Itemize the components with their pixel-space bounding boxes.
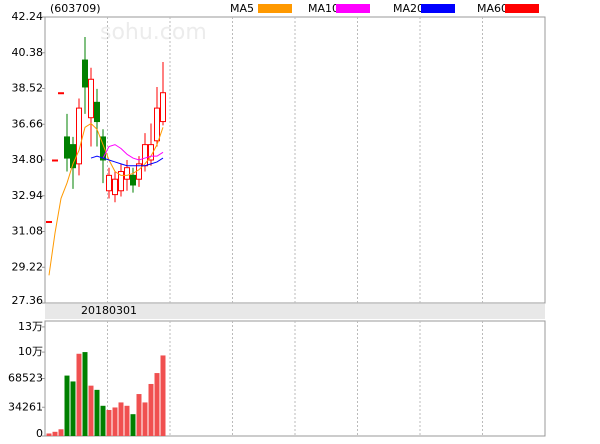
x-tick-label: 20180301 [81,304,137,317]
candle-body [118,171,124,192]
volume-bar [142,402,148,436]
candle-body [154,107,160,142]
volume-bar [130,414,136,436]
candle-body [58,92,64,95]
y-tick-label: 31.08 [12,225,44,238]
candle-body [100,136,106,161]
candle-body [106,174,112,192]
date-band [45,304,545,319]
y-tick-label: 10万 [18,345,43,358]
ma-line [102,144,164,161]
y-tick-label: 38.52 [12,82,44,95]
legend-label: MA60 [477,2,508,15]
candle-body [52,159,58,162]
volume-bar [100,405,106,436]
volume-bar [52,431,58,436]
candle-body [88,78,94,119]
y-tick-label: 32.94 [12,189,44,202]
y-tick-label: 40.38 [12,46,44,59]
volume-bar [64,375,70,436]
candle-body [82,59,88,88]
y-tick-label: 68523 [8,372,43,385]
volume-bar [106,409,112,436]
volume-bar [76,353,82,436]
legend-swatch [336,4,370,13]
legend-swatch [258,4,292,13]
volume-bar [118,402,124,436]
volume-bar [70,381,76,436]
candle-body [130,174,136,186]
y-tick-label: 42.24 [12,10,44,23]
volume-bar [154,373,160,436]
legend-label: MA5 [230,2,254,15]
legend-label: MA20 [393,2,424,15]
volume-bar [136,394,142,436]
legend-swatch [505,4,539,13]
watermark: sohu.com [100,20,207,45]
volume-bar [82,352,88,436]
volume-bar [94,389,100,436]
y-tick-label: 0 [36,427,43,440]
ma-line [90,155,164,167]
candle-body [64,136,70,159]
y-tick-label: 36.66 [12,117,44,130]
candle-body [76,107,82,165]
volume-bar [46,433,52,436]
candle-body [160,92,166,123]
y-tick-label: 34.80 [12,153,44,166]
candle-body [94,101,100,123]
candle-body [124,167,130,180]
volume-bar [124,405,130,436]
y-tick-label: 27.36 [12,294,44,307]
legend-label: MA10 [308,2,339,15]
volume-bar [112,407,118,436]
chart-title: (603709) [50,2,101,15]
candle-body [46,221,52,224]
volume-bar [160,355,166,436]
volume-bar [58,429,64,436]
y-tick-label: 34261 [8,400,43,413]
candle-body [142,144,148,167]
candle-body [70,144,76,169]
volume-bar [148,383,154,436]
legend-swatch [421,4,455,13]
y-tick-label: 13万 [18,320,43,333]
y-tick-label: 29.22 [12,260,44,273]
panel-frame [44,16,546,304]
volume-bar [88,385,94,436]
candle-body [112,178,118,196]
